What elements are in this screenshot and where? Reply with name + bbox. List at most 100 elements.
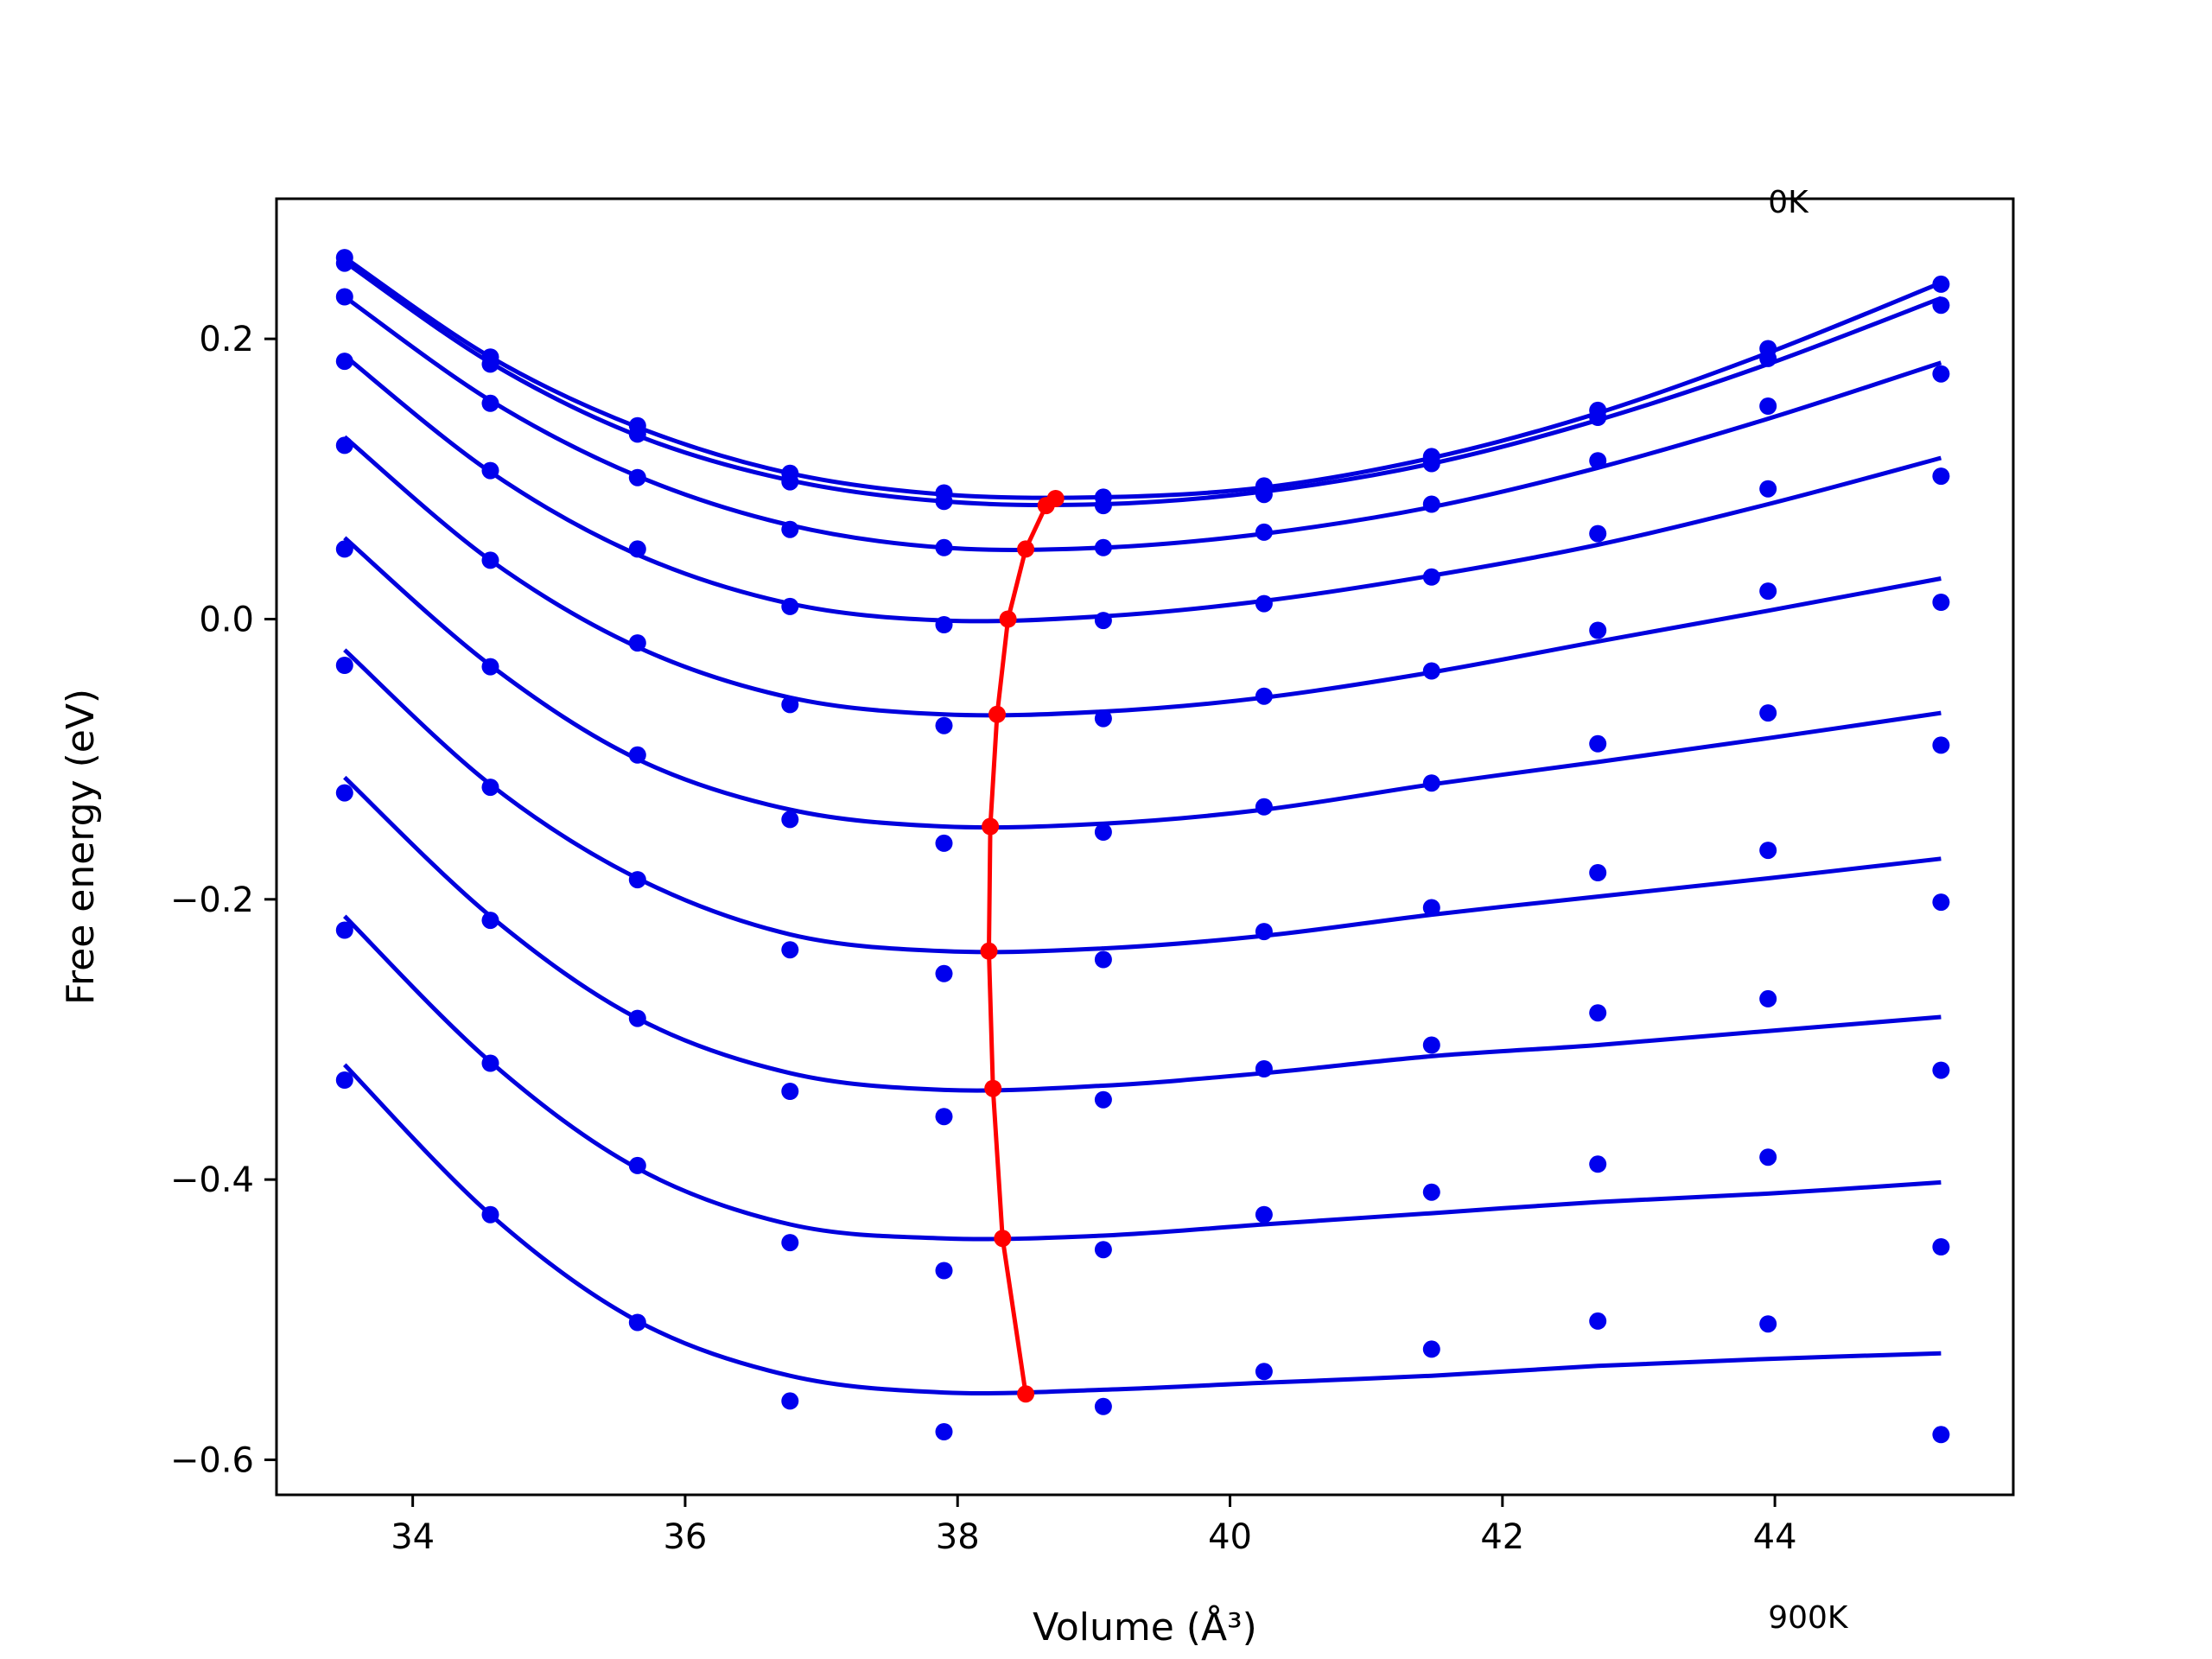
data-point-8-3 xyxy=(781,1234,799,1252)
data-point-3-4 xyxy=(935,616,953,633)
minimum-point-8 xyxy=(994,1230,1012,1248)
minimum-curve xyxy=(986,496,1058,1395)
x-axis-label: Volume (Å³) xyxy=(1033,1604,1257,1649)
data-point-5-5 xyxy=(1094,823,1112,841)
data-point-7-6 xyxy=(1255,1060,1273,1077)
data-point-8-6 xyxy=(1255,1205,1273,1224)
data-point-7-8 xyxy=(1589,1004,1607,1022)
y-tick-label-3: −0.4 xyxy=(170,1160,254,1200)
data-point-9-6 xyxy=(1255,1363,1273,1381)
data-point-5-6 xyxy=(1255,798,1273,816)
data-point-3-1 xyxy=(481,461,499,480)
minimum-point-4 xyxy=(988,705,1006,723)
data-point-5-7 xyxy=(1422,774,1440,792)
y-axis-label: Free energy (eV) xyxy=(59,689,103,1005)
data-point-8-2 xyxy=(628,1156,646,1174)
axis-ticks: 34 36 38 40 42 44 0.2 0.0 −0.2 −0.4 −0.6 xyxy=(170,320,1797,1557)
data-point-5-2 xyxy=(628,746,646,764)
data-point-2-2 xyxy=(628,468,646,486)
data-point-3-8 xyxy=(1589,524,1607,543)
data-point-2-0 xyxy=(335,288,353,306)
data-point-3-7 xyxy=(1422,568,1440,586)
data-point-4-1 xyxy=(481,551,499,569)
data-point-4-2 xyxy=(628,634,646,652)
data-point-4-9 xyxy=(1759,582,1777,601)
data-point-2-7 xyxy=(1422,495,1440,513)
data-point-8-0 xyxy=(335,921,353,939)
data-point-1-10 xyxy=(1932,296,1950,315)
data-point-1-4 xyxy=(935,493,953,511)
data-point-5-1 xyxy=(481,658,499,676)
data-point-6-5 xyxy=(1094,950,1112,969)
data-point-2-1 xyxy=(481,394,499,412)
fit-curve-8 xyxy=(343,914,1942,1242)
data-point-3-9 xyxy=(1759,480,1777,498)
x-tick-label-3: 40 xyxy=(1208,1517,1252,1557)
data-point-2-8 xyxy=(1589,452,1607,470)
data-point-2-9 xyxy=(1759,397,1777,415)
data-point-3-10 xyxy=(1932,467,1950,486)
x-tick-label-2: 38 xyxy=(936,1517,980,1557)
x-tick-label-1: 36 xyxy=(663,1517,707,1557)
data-point-1-5 xyxy=(1094,497,1112,515)
data-point-6-6 xyxy=(1255,923,1273,941)
minimum-point-6 xyxy=(980,942,998,960)
fit-curve-7 xyxy=(343,775,1942,1093)
data-point-7-9 xyxy=(1759,989,1777,1007)
data-point-9-0 xyxy=(335,1071,353,1089)
data-point-5-4 xyxy=(935,834,953,852)
data-point-1-1 xyxy=(481,355,499,373)
minimum-point-9 xyxy=(1017,1385,1035,1403)
data-point-9-10 xyxy=(1932,1426,1950,1444)
data-point-9-4 xyxy=(935,1423,953,1440)
y-tick-label-1: 0.0 xyxy=(199,600,254,639)
data-point-5-3 xyxy=(781,810,799,829)
plot-area xyxy=(335,249,1950,1444)
data-point-8-1 xyxy=(481,1054,499,1072)
data-point-7-3 xyxy=(781,1083,799,1100)
data-point-8-5 xyxy=(1094,1241,1112,1259)
data-point-1-8 xyxy=(1589,409,1607,426)
data-point-9-7 xyxy=(1422,1340,1440,1358)
data-point-9-5 xyxy=(1094,1397,1112,1415)
data-point-9-8 xyxy=(1589,1312,1607,1330)
data-point-2-6 xyxy=(1255,523,1273,541)
data-point-9-2 xyxy=(628,1313,646,1332)
data-point-1-6 xyxy=(1255,486,1273,504)
data-point-7-5 xyxy=(1094,1090,1112,1109)
data-point-8-7 xyxy=(1422,1183,1440,1201)
x-tick-label-0: 34 xyxy=(391,1517,435,1557)
data-point-6-3 xyxy=(781,941,799,959)
minimum-point-2 xyxy=(1017,540,1035,558)
data-point-2-5 xyxy=(1094,538,1112,556)
data-point-3-2 xyxy=(628,540,646,558)
data-point-7-7 xyxy=(1422,1036,1440,1054)
data-point-8-9 xyxy=(1759,1148,1777,1166)
data-point-7-0 xyxy=(335,784,353,802)
data-point-6-4 xyxy=(935,964,953,982)
data-point-1-2 xyxy=(628,425,646,443)
minimum-point-7 xyxy=(984,1079,1002,1097)
data-point-4-6 xyxy=(1255,687,1273,705)
data-point-4-4 xyxy=(935,716,953,734)
y-tick-label-0: 0.2 xyxy=(199,320,254,359)
data-point-0-10 xyxy=(1932,275,1950,293)
axes-frame xyxy=(275,197,2015,1497)
data-point-7-4 xyxy=(935,1108,953,1126)
data-point-3-5 xyxy=(1094,612,1112,630)
data-point-5-10 xyxy=(1932,736,1950,754)
data-point-6-2 xyxy=(628,871,646,889)
data-point-5-0 xyxy=(335,540,353,558)
data-point-6-7 xyxy=(1422,899,1440,917)
data-point-3-0 xyxy=(335,353,353,371)
minimum-point-1 xyxy=(1037,497,1055,515)
minimum-point-3 xyxy=(999,610,1017,628)
data-point-2-4 xyxy=(935,538,953,556)
data-point-2-3 xyxy=(781,520,799,538)
data-point-2-10 xyxy=(1932,365,1950,383)
data-point-4-8 xyxy=(1589,621,1607,639)
data-point-3-3 xyxy=(781,597,799,615)
minimum-point-5 xyxy=(982,817,1000,836)
data-point-7-2 xyxy=(628,1009,646,1027)
